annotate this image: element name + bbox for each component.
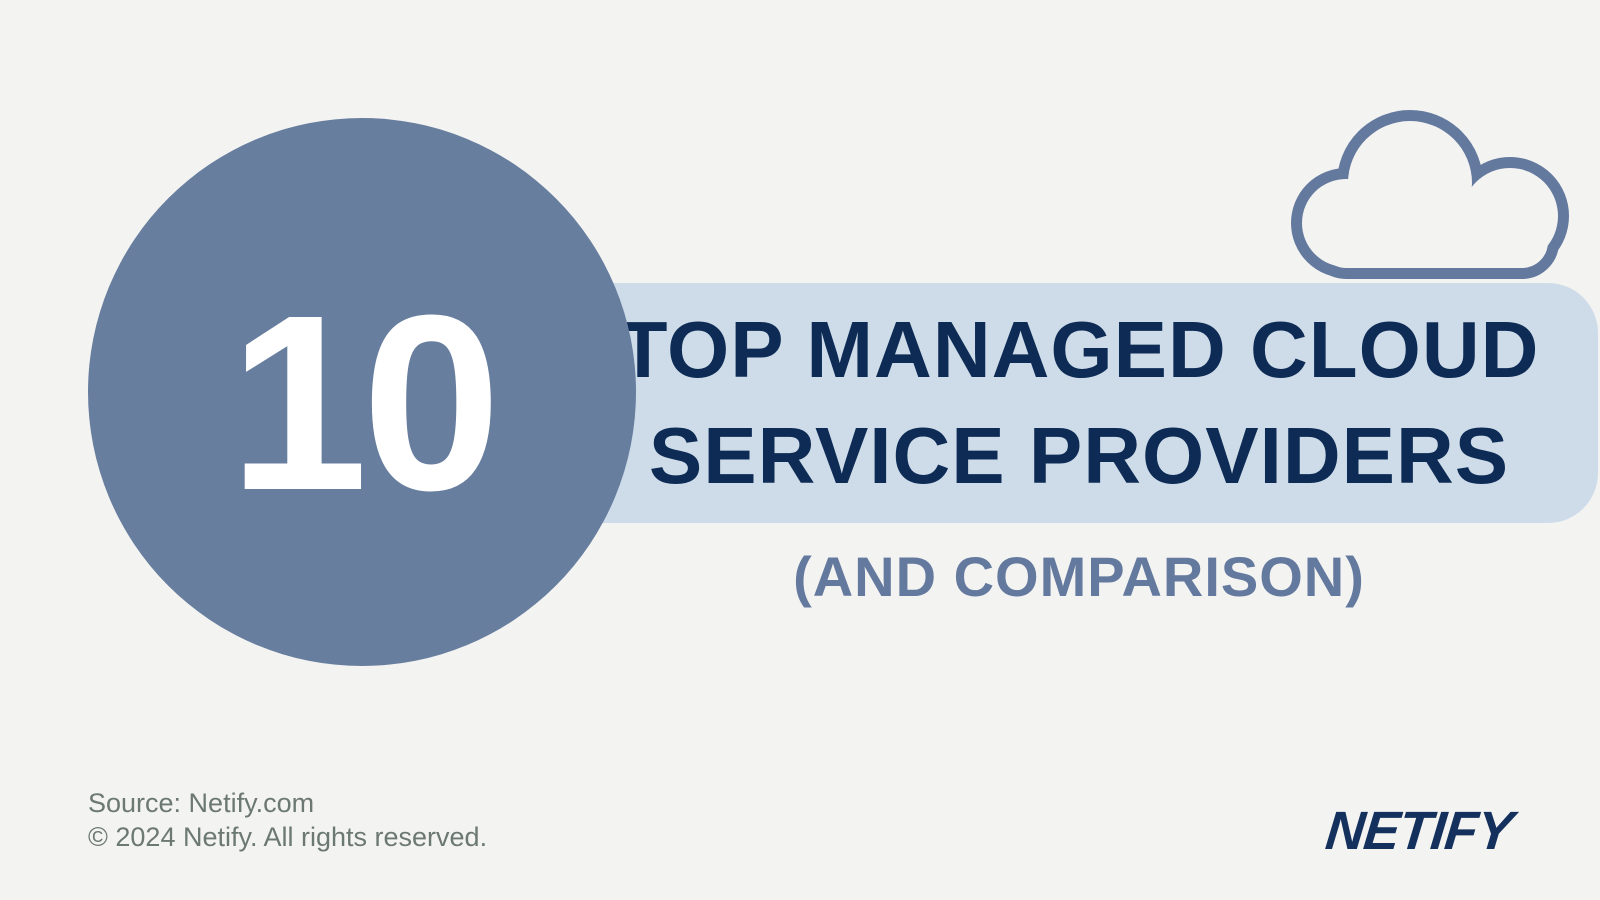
cloud-outline-icon — [1291, 110, 1569, 279]
badge-number: 10 — [228, 263, 501, 542]
number-badge: 10 — [88, 118, 636, 666]
title-line-1: TOP MANAGED CLOUD — [618, 305, 1540, 394]
copyright-text: © 2024 Netify. All rights reserved. — [88, 822, 488, 852]
title-line-2: SERVICE PROVIDERS — [648, 411, 1510, 500]
source-text: Source: Netify.com — [88, 788, 315, 818]
cloud-icon — [1280, 110, 1580, 282]
netify-logo: NETIFY — [1322, 801, 1516, 861]
footer: Source: Netify.com © 2024 Netify. All ri… — [88, 786, 487, 854]
subtitle: (AND COMPARISON) — [793, 545, 1365, 608]
title-banner: TOP MANAGED CLOUD SERVICE PROVIDERS — [560, 283, 1598, 523]
